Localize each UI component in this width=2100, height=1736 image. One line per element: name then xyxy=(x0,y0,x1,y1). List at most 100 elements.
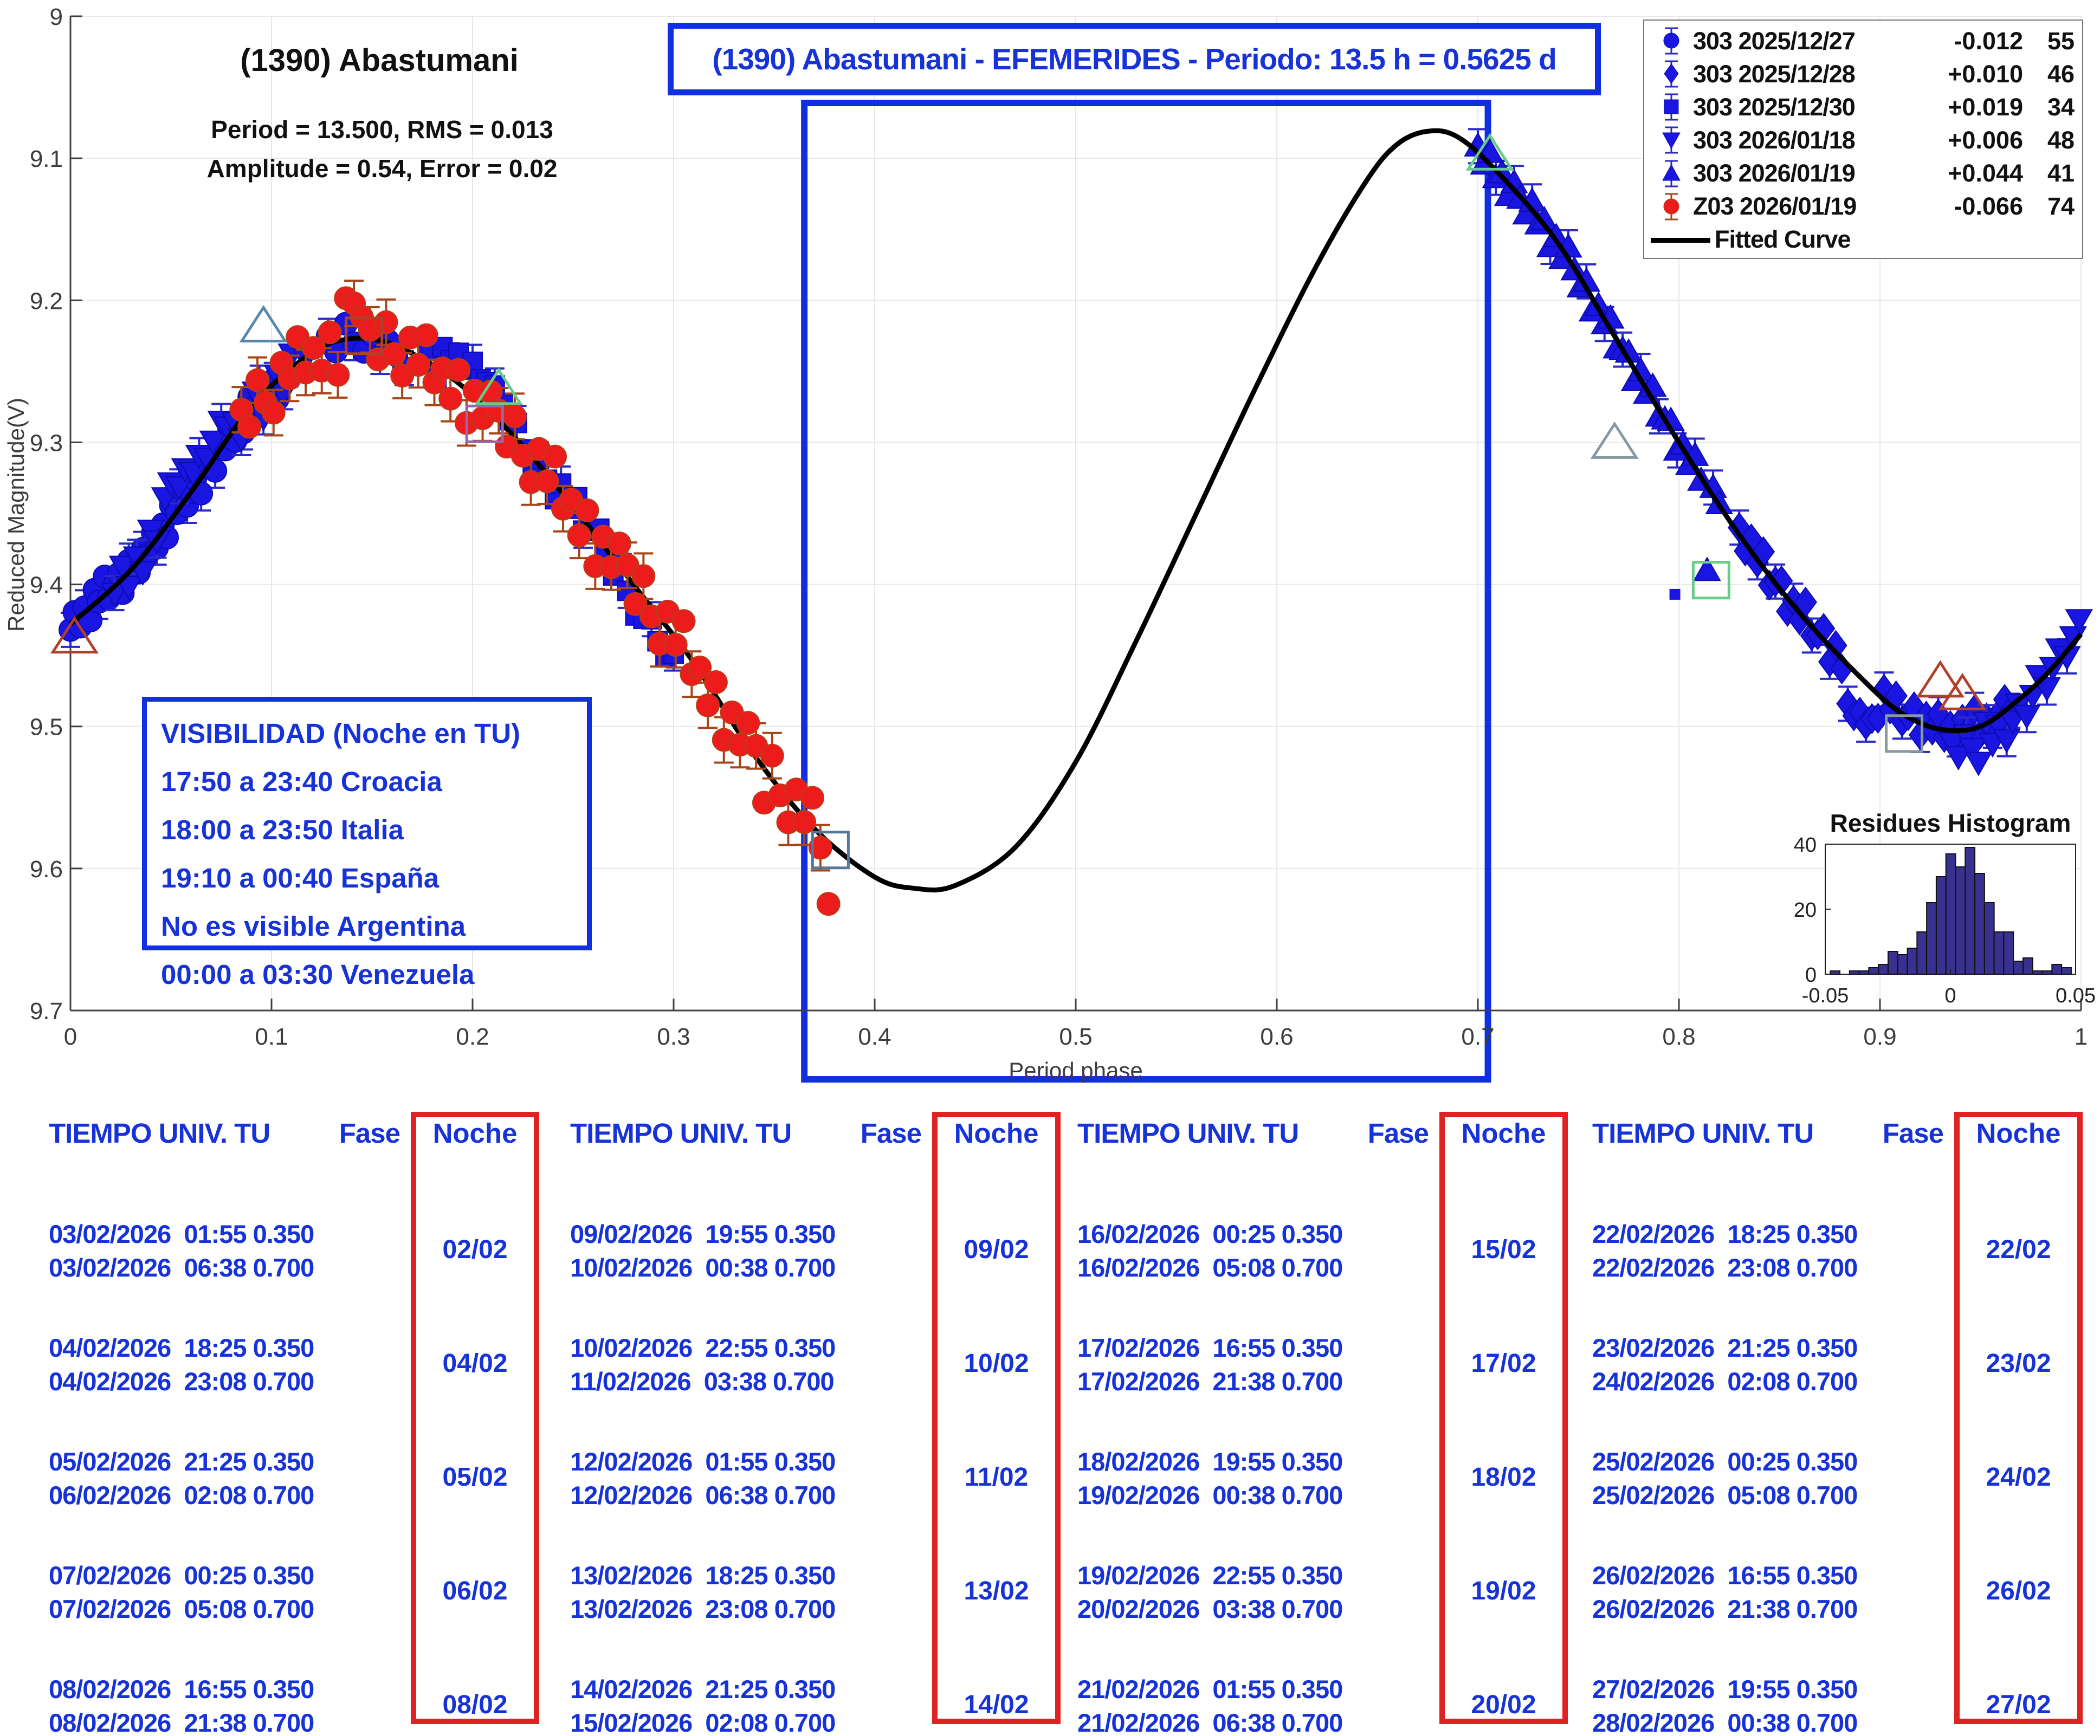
fitted-curve-line-icon xyxy=(1651,237,1710,243)
ephemeris-end: 17/02/2026 21:38 0.700 xyxy=(1077,1367,1343,1396)
noche-value: 02/02 xyxy=(442,1235,508,1264)
ephemeris-start: 16/02/2026 00:25 0.350 xyxy=(1077,1220,1343,1248)
noche-value: 08/02 xyxy=(442,1690,508,1719)
header-tiempo: TIEMPO UNIV. TU xyxy=(1592,1118,1814,1149)
ephemeris-row: 18/02/2026 19:55 0.350 19/02/2026 00:38 0… xyxy=(1077,1445,1429,1512)
x-tick-label: 0.4 xyxy=(858,1024,891,1050)
ephemeris-start: 05/02/2026 21:25 0.350 xyxy=(49,1447,314,1476)
legend-offset: -0.012 xyxy=(1954,27,2023,55)
ephemerides-group-header: TIEMPO UNIV. TU Fase xyxy=(1592,1117,1944,1149)
legend-offset: +0.044 xyxy=(1948,159,2023,187)
hist-x-tick: 0.05 xyxy=(2056,984,2096,1007)
legend-label: 303 2025/12/28 xyxy=(1693,60,1856,88)
legend-label: 303 2025/12/27 xyxy=(1693,27,1856,55)
y-tick-label: 9.1 xyxy=(30,146,63,172)
y-tick-label: 9.7 xyxy=(30,998,63,1025)
ephemerides-table: TIEMPO UNIV. TU Fase Noche 03/02/2026 01:55… xyxy=(0,1112,2100,1736)
ephemeris-start: 03/02/2026 01:55 0.350 xyxy=(49,1220,314,1248)
legend-label: 303 2026/01/19 xyxy=(1693,159,1856,187)
legend-entry: 303 2025/12/28 +0.010 46 xyxy=(1650,59,2075,89)
visibility-line: 00:00 a 03:30 Venezuela xyxy=(161,959,475,990)
noche-value: 05/02 xyxy=(442,1463,508,1492)
diamond-marker-icon xyxy=(1664,60,1679,88)
legend-count: 74 xyxy=(2047,192,2075,221)
legend-offset: -0.066 xyxy=(1954,192,2023,221)
x-tick-label: 0.7 xyxy=(1461,1024,1494,1050)
noche-value: 24/02 xyxy=(1986,1463,2051,1492)
ephemerides-group-1: TIEMPO UNIV. TU Fase Noche 03/02/2026 01:55… xyxy=(49,1112,539,1736)
legend-entry: 303 2026/01/19 +0.044 41 xyxy=(1650,159,2075,189)
header-fase: Fase xyxy=(860,1118,922,1149)
legend-entry: Z03 2026/01/19 -0.066 74 xyxy=(1650,192,2075,222)
noche-value: 22/02 xyxy=(1986,1235,2051,1264)
ephemeris-start: 19/02/2026 22:55 0.350 xyxy=(1077,1561,1343,1590)
ephemeris-row: 16/02/2026 00:25 0.350 16/02/2026 05:08 0… xyxy=(1077,1217,1429,1285)
visibility-line: 18:00 a 23:50 Italia xyxy=(161,814,404,845)
ephemeris-row: 25/02/2026 00:25 0.350 25/02/2026 05:08 0… xyxy=(1592,1445,1943,1512)
ephemeris-end: 21/02/2026 06:38 0.700 xyxy=(1077,1708,1343,1736)
hist-title: Residues Histogram xyxy=(1830,809,2071,837)
hist-x-tick: 0 xyxy=(1944,984,1956,1007)
ephemeris-end: 08/02/2026 21:38 0.700 xyxy=(49,1708,314,1736)
ephemerides-group-2: TIEMPO UNIV. TU Fase Noche 09/02/2026 19:55… xyxy=(570,1112,1061,1736)
legend-offset: +0.019 xyxy=(1948,93,2023,121)
ephemeris-row: 04/02/2026 18:25 0.350 04/02/2026 23:08 0… xyxy=(49,1331,400,1398)
header-noche: Noche xyxy=(954,1118,1039,1149)
visibility-line: 17:50 a 23:40 Croacia xyxy=(161,766,442,797)
circle-marker-icon xyxy=(1663,193,1679,221)
noche-value: 15/02 xyxy=(1471,1235,1536,1264)
ephemeris-row: 03/02/2026 01:55 0.350 03/02/2026 06:38 0… xyxy=(49,1217,400,1285)
legend-fitted-label: Fitted Curve xyxy=(1715,225,1851,254)
visibility-box: VISIBILIDAD (Noche en TU) 17:50 a 23:40 C… xyxy=(142,697,592,990)
ephemeris-start: 09/02/2026 19:55 0.350 xyxy=(570,1220,836,1248)
ephemeris-end: 12/02/2026 06:38 0.700 xyxy=(570,1481,836,1510)
noche-value: 09/02 xyxy=(964,1235,1029,1264)
noche-value: 14/02 xyxy=(964,1690,1029,1719)
noche-value: 13/02 xyxy=(964,1577,1029,1605)
legend-entry: 303 2025/12/27 -0.012 55 xyxy=(1650,26,2075,56)
chart-subtitle-period: Period = 13.500, RMS = 0.013 xyxy=(211,115,553,144)
efemerides-header-text: (1390) Abastumani - EFEMERIDES - Periodo… xyxy=(712,42,1556,76)
ephemeris-row: 09/02/2026 19:55 0.350 10/02/2026 00:38 0… xyxy=(570,1217,921,1285)
noche-value: 06/02 xyxy=(442,1577,508,1605)
legend-count: 55 xyxy=(2047,27,2075,55)
header-fase: Fase xyxy=(339,1118,400,1149)
legend-fitted-curve: Fitted Curve xyxy=(1650,225,2075,255)
ephemeris-start: 14/02/2026 21:25 0.350 xyxy=(570,1675,836,1703)
chart-canvas: 0 0.1 0.2 0.3 0.4 0.5 0.6 0.7 0.8 0.9 1 9 9.1 9.2 9.3 9… xyxy=(3,4,2096,1083)
header-fase: Fase xyxy=(1882,1118,1944,1149)
ephemeris-row: 12/02/2026 01:55 0.350 12/02/2026 06:38 0… xyxy=(570,1445,921,1512)
ephemeris-end: 20/02/2026 03:38 0.700 xyxy=(1077,1595,1343,1623)
ephemeris-end: 11/02/2026 03:38 0.700 xyxy=(570,1367,835,1396)
ephemeris-row: 17/02/2026 16:55 0.350 17/02/2026 21:38 0… xyxy=(1077,1331,1429,1398)
legend-entry: 303 2026/01/18 +0.006 48 xyxy=(1650,125,2075,155)
legend-label: Z03 2026/01/19 xyxy=(1693,192,1857,221)
hist-y-tick: 0 xyxy=(1805,964,1817,987)
header-fase: Fase xyxy=(1367,1118,1429,1149)
ephemeris-row: 19/02/2026 22:55 0.350 20/02/2026 03:38 0… xyxy=(1077,1559,1429,1626)
legend-offset: +0.006 xyxy=(1948,126,2023,154)
ephemeris-end: 22/02/2026 23:08 0.700 xyxy=(1592,1253,1858,1282)
ephemeris-end: 16/02/2026 05:08 0.700 xyxy=(1077,1253,1343,1282)
ephemeris-end: 04/02/2026 23:08 0.700 xyxy=(49,1367,314,1396)
ephemeris-end: 10/02/2026 00:38 0.700 xyxy=(570,1253,836,1282)
ephemeris-end: 25/02/2026 05:08 0.700 xyxy=(1592,1481,1858,1510)
ephemerides-group-4: TIEMPO UNIV. TU Fase Noche 22/02/2026 18:25… xyxy=(1592,1112,2083,1736)
y-tick-label: 9.6 xyxy=(30,856,63,883)
ephemeris-start: 26/02/2026 16:55 0.350 xyxy=(1592,1561,1858,1590)
noche-red-box xyxy=(932,1112,1061,1724)
x-tick-label: 0.8 xyxy=(1662,1024,1695,1050)
ephemeris-row: 23/02/2026 21:25 0.350 24/02/2026 02:08 0… xyxy=(1592,1331,1943,1398)
y-tick-label: 9.2 xyxy=(30,288,63,314)
x-axis-label: Period phase xyxy=(1009,1058,1143,1083)
noche-value: 04/02 xyxy=(442,1349,508,1378)
ephemeris-row: 21/02/2026 01:55 0.350 21/02/2026 06:38 0… xyxy=(1077,1673,1429,1736)
noche-value: 17/02 xyxy=(1471,1349,1536,1378)
ephemeris-start: 08/02/2026 16:55 0.350 xyxy=(49,1675,314,1703)
header-noche: Noche xyxy=(1461,1118,1546,1149)
noche-value: 10/02 xyxy=(964,1349,1029,1378)
hist-y-tick: 20 xyxy=(1794,899,1817,922)
ephemeris-row: 13/02/2026 18:25 0.350 13/02/2026 23:08 0… xyxy=(570,1559,921,1626)
legend-count: 46 xyxy=(2047,60,2075,88)
